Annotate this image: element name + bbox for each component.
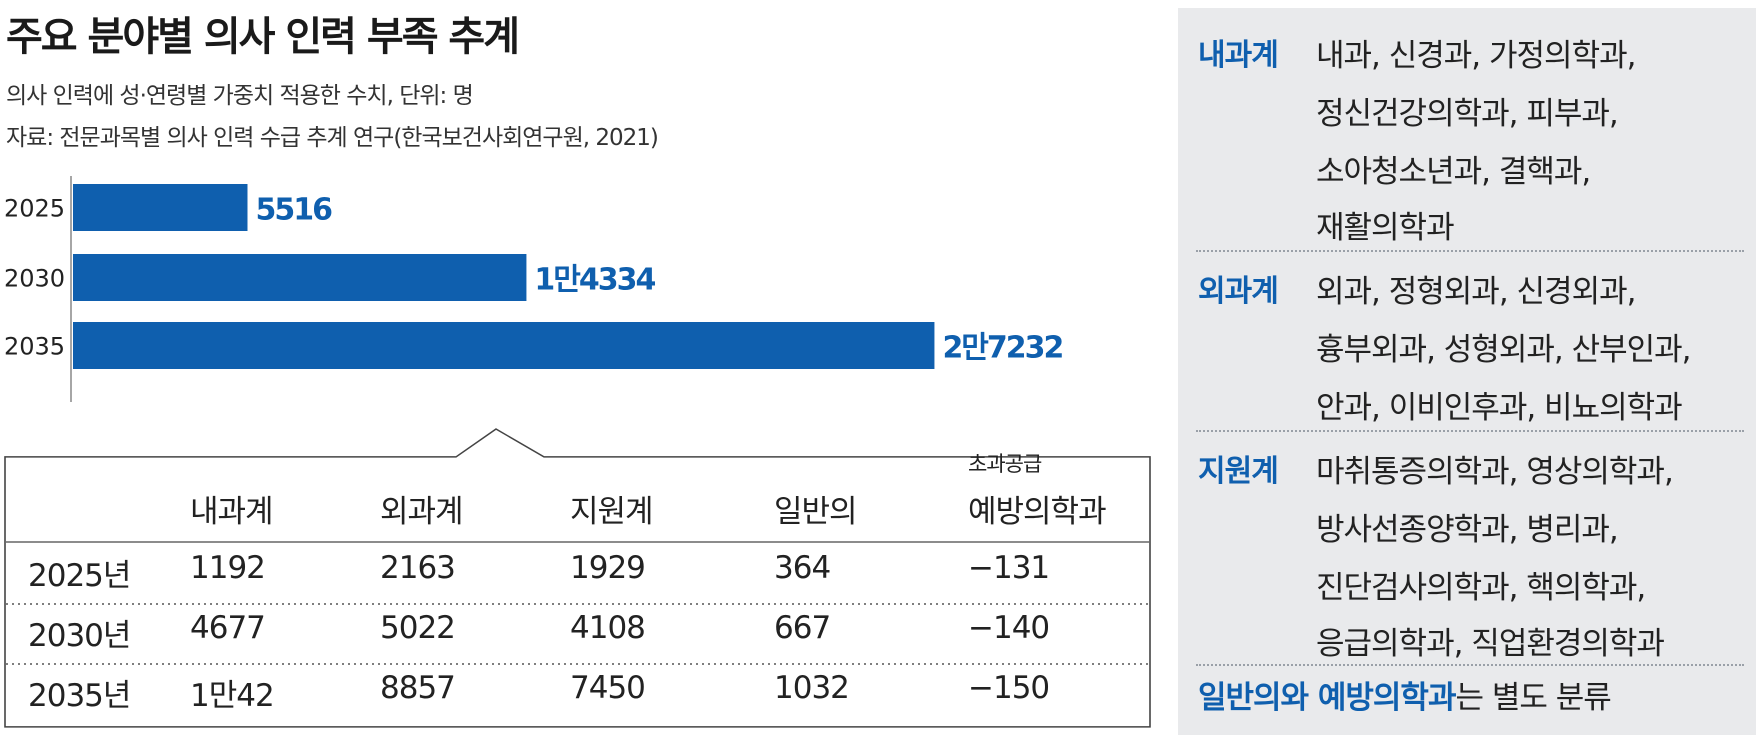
category-internal-line: 내과, 신경과, 가정의학과, (1316, 38, 1636, 74)
bar-chart: 2025 5516 2030 1만4334 2035 2만7232 (4, 176, 1065, 402)
note-rest: 는 별도 분류 (1455, 680, 1611, 716)
note-highlight: 일반의와 예방의학과 (1198, 680, 1456, 716)
category-support: 지원계 (1198, 454, 1279, 489)
category-internal-line: 정신건강의학과, 피부과, (1316, 96, 1619, 132)
table-cell: 1만42 (190, 678, 275, 714)
category-surgical-line: 흉부외과, 성형외과, 산부인과, (1316, 332, 1692, 368)
table-cell: 1192 (190, 550, 266, 586)
shortage-table: 초과공급 내과계 외과계 지원계 일반의 예방의학과 2025년 1192 21… (4, 426, 1152, 729)
excess-supply-label: 초과공급 (968, 452, 1042, 476)
table-cell: 1032 (774, 670, 850, 706)
classification-note: 일반의와 예방의학과는 별도 분류 (1198, 672, 1612, 717)
category-support-line: 방사선종양학과, 병리과, (1316, 512, 1619, 548)
category-support-line: 마취통증의학과, 영상의학과, (1316, 454, 1674, 490)
category-support-line: 진단검사의학과, 핵의학과, (1316, 570, 1646, 606)
category-surgical-line: 안과, 이비인후과, 비뇨의학과 (1316, 390, 1683, 426)
col-header-preventive: 예방의학과 (968, 494, 1107, 530)
section-divider (1196, 250, 1744, 252)
table-cell: 4677 (190, 610, 266, 646)
table-cell: −150 (968, 670, 1050, 706)
row-label-2025: 2025년 (28, 558, 131, 594)
table-cell: 667 (774, 610, 831, 646)
table-cell: 2163 (380, 550, 456, 586)
row-label-2035: 2035년 (28, 678, 131, 714)
table-cell: −140 (968, 610, 1050, 646)
y-tick-label: 2025 (4, 195, 65, 223)
chart-source: 자료: 전문과목별 의사 인력 수급 추계 연구(한국보건사회연구원, 2021… (6, 125, 659, 151)
table-cell: −131 (968, 550, 1050, 586)
col-header-support: 지원계 (570, 494, 654, 530)
table-cell: 8857 (380, 670, 456, 706)
classification-panel: 내과계 내과, 신경과, 가정의학과, 정신건강의학과, 피부과, 소아청소년과… (1178, 8, 1756, 735)
table-cell: 4108 (570, 610, 646, 646)
y-tick-label: 2030 (4, 265, 65, 293)
bar-value-label: 5516 (255, 193, 332, 228)
category-surgical: 외과계 (1198, 274, 1279, 309)
table-frame (4, 428, 1151, 728)
bar (73, 184, 248, 231)
section-divider (1196, 430, 1744, 432)
col-header-surgical: 외과계 (380, 494, 464, 530)
table-cell: 1929 (570, 550, 646, 586)
row-label-2030: 2030년 (28, 618, 131, 654)
table-cell: 5022 (380, 610, 456, 646)
category-support-line: 응급의학과, 직업환경의학과 (1316, 626, 1665, 662)
bar (73, 322, 935, 369)
chart-subtitle-unit: 의사 인력에 성·연령별 가중치 적용한 수치, 단위: 명 (6, 83, 474, 109)
category-internal: 내과계 (1198, 38, 1279, 73)
bar-value-label: 1만4334 (534, 263, 655, 298)
table-cell: 364 (774, 550, 831, 586)
section-divider (1196, 664, 1744, 666)
col-header-internal: 내과계 (190, 494, 274, 530)
category-internal-line: 재활의학과 (1316, 210, 1455, 246)
callout-frame (4, 428, 1151, 728)
category-surgical-line: 외과, 정형외과, 신경외과, (1316, 274, 1636, 310)
y-tick-label: 2035 (4, 333, 65, 361)
col-header-general: 일반의 (774, 494, 858, 530)
bar (73, 254, 527, 301)
bar-value-label: 2만7232 (942, 331, 1062, 366)
chart-title: 주요 분야별 의사 인력 부족 추계 (6, 14, 520, 60)
table-cell: 7450 (570, 670, 646, 706)
category-internal-line: 소아청소년과, 결핵과, (1316, 154, 1591, 190)
